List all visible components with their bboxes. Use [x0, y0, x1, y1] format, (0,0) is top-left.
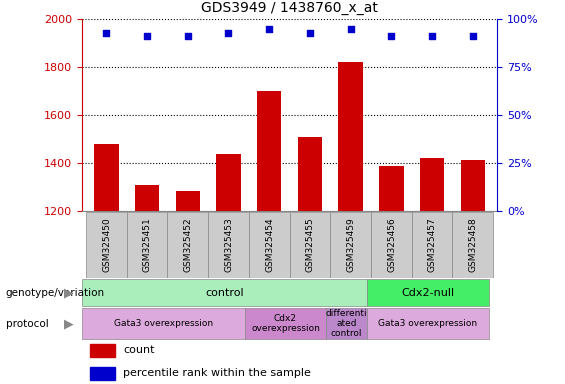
FancyBboxPatch shape — [245, 308, 326, 339]
FancyBboxPatch shape — [453, 212, 493, 278]
Text: Cdx2-null: Cdx2-null — [401, 288, 455, 298]
Text: GSM325454: GSM325454 — [265, 217, 274, 272]
Text: GSM325453: GSM325453 — [224, 217, 233, 272]
FancyBboxPatch shape — [371, 212, 412, 278]
Text: differenti
ated
control: differenti ated control — [326, 309, 367, 338]
FancyBboxPatch shape — [208, 212, 249, 278]
Text: Cdx2
overexpression: Cdx2 overexpression — [251, 314, 320, 333]
Text: GSM325459: GSM325459 — [346, 217, 355, 272]
FancyBboxPatch shape — [289, 212, 331, 278]
Point — [428, 33, 437, 40]
Text: GSM325456: GSM325456 — [387, 217, 396, 272]
Bar — [298, 137, 322, 384]
Bar — [94, 144, 119, 384]
FancyBboxPatch shape — [167, 212, 208, 278]
Text: Gata3 overexpression: Gata3 overexpression — [114, 319, 213, 328]
Point — [346, 26, 355, 32]
Text: percentile rank within the sample: percentile rank within the sample — [123, 368, 311, 378]
Bar — [257, 91, 281, 384]
Bar — [135, 185, 159, 384]
FancyBboxPatch shape — [412, 212, 453, 278]
Text: Gata3 overexpression: Gata3 overexpression — [379, 319, 477, 328]
FancyBboxPatch shape — [82, 279, 367, 306]
Title: GDS3949 / 1438760_x_at: GDS3949 / 1438760_x_at — [201, 2, 378, 15]
Text: GSM325450: GSM325450 — [102, 217, 111, 272]
Point — [102, 30, 111, 36]
Text: protocol: protocol — [6, 318, 49, 329]
Text: count: count — [123, 346, 155, 356]
Bar — [216, 154, 241, 384]
FancyBboxPatch shape — [127, 212, 167, 278]
Point — [183, 33, 192, 40]
Bar — [338, 62, 363, 384]
FancyBboxPatch shape — [82, 308, 245, 339]
Text: GSM325457: GSM325457 — [428, 217, 437, 272]
Text: GSM325455: GSM325455 — [306, 217, 315, 272]
FancyBboxPatch shape — [367, 279, 489, 306]
Point — [142, 33, 151, 40]
Bar — [379, 166, 403, 384]
FancyBboxPatch shape — [249, 212, 289, 278]
FancyBboxPatch shape — [326, 308, 367, 339]
Text: control: control — [205, 288, 244, 298]
Text: ▶: ▶ — [64, 286, 73, 299]
Bar — [90, 344, 115, 357]
Bar — [460, 160, 485, 384]
Text: GSM325458: GSM325458 — [469, 217, 477, 272]
Bar — [420, 158, 444, 384]
Point — [306, 30, 315, 36]
FancyBboxPatch shape — [86, 212, 127, 278]
Text: genotype/variation: genotype/variation — [6, 288, 105, 298]
Point — [387, 33, 396, 40]
FancyBboxPatch shape — [331, 212, 371, 278]
Bar — [176, 191, 200, 384]
Text: GSM325451: GSM325451 — [143, 217, 152, 272]
Point — [264, 26, 273, 32]
Text: GSM325452: GSM325452 — [184, 217, 193, 272]
Point — [468, 33, 477, 40]
FancyBboxPatch shape — [367, 308, 489, 339]
Point — [224, 30, 233, 36]
Bar — [90, 367, 115, 379]
Text: ▶: ▶ — [64, 317, 73, 330]
